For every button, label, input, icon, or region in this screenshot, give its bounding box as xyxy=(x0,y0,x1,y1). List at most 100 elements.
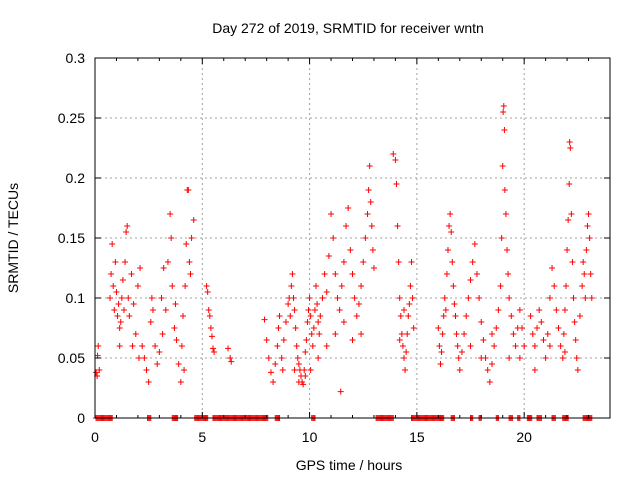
data-point xyxy=(573,355,580,361)
y-tick-label: 0.15 xyxy=(58,230,85,246)
data-point xyxy=(337,388,344,395)
data-point xyxy=(93,369,100,376)
data-point xyxy=(358,331,365,337)
data-point xyxy=(505,271,512,277)
data-point xyxy=(486,379,493,385)
data-point xyxy=(540,337,547,343)
data-point xyxy=(587,271,594,277)
data-point xyxy=(569,259,576,265)
data-point xyxy=(568,211,575,217)
data-point xyxy=(107,295,114,301)
data-point xyxy=(207,325,214,331)
data-point xyxy=(365,187,372,193)
data-point xyxy=(282,319,289,325)
data-point xyxy=(210,345,217,352)
data-point xyxy=(469,259,476,265)
data-point xyxy=(585,211,592,217)
data-point xyxy=(330,235,337,241)
data-point xyxy=(440,313,447,319)
data-point xyxy=(559,355,566,361)
data-point xyxy=(110,283,117,289)
data-point xyxy=(572,337,579,343)
data-point xyxy=(317,313,324,319)
data-point xyxy=(338,283,345,289)
data-point xyxy=(145,379,152,385)
data-point xyxy=(506,355,513,361)
data-point xyxy=(112,259,119,265)
data-point xyxy=(390,151,397,157)
data-point xyxy=(306,295,313,301)
data-point xyxy=(139,343,146,349)
data-point xyxy=(290,295,297,301)
data-point xyxy=(448,229,455,235)
data-point xyxy=(171,325,178,331)
data-point xyxy=(588,295,595,301)
data-point xyxy=(566,139,573,145)
data-point xyxy=(565,217,572,223)
data-point xyxy=(302,373,309,379)
data-point xyxy=(310,325,317,331)
data-point xyxy=(444,247,451,253)
data-point xyxy=(185,187,192,193)
data-point xyxy=(508,313,515,319)
data-point xyxy=(495,307,502,313)
data-point xyxy=(581,271,588,277)
data-point xyxy=(441,295,448,301)
data-point xyxy=(407,283,414,289)
data-point xyxy=(291,367,298,373)
data-point xyxy=(512,343,519,349)
data-point xyxy=(278,355,285,361)
data-point xyxy=(519,325,526,331)
data-point xyxy=(542,355,549,361)
data-point xyxy=(169,283,176,289)
data-point xyxy=(305,307,312,313)
data-point xyxy=(323,289,330,295)
data-point xyxy=(395,259,402,265)
data-point xyxy=(129,343,136,349)
data-point xyxy=(188,235,195,241)
data-point xyxy=(455,355,462,361)
data-point xyxy=(463,313,470,319)
data-point xyxy=(561,349,568,355)
data-point xyxy=(476,295,483,301)
data-point xyxy=(137,265,144,271)
grid-lines xyxy=(95,58,610,418)
data-point xyxy=(109,241,116,247)
x-tick-label: 10 xyxy=(302,429,318,445)
data-point xyxy=(115,301,122,307)
data-point xyxy=(117,319,124,325)
data-point xyxy=(108,271,115,277)
data-point xyxy=(311,307,318,313)
data-point xyxy=(125,295,132,301)
data-point xyxy=(435,325,442,331)
data-point xyxy=(484,367,491,373)
data-point xyxy=(182,283,189,289)
data-point xyxy=(574,367,581,373)
x-tick-label: 20 xyxy=(516,429,532,445)
data-point xyxy=(336,307,343,313)
data-point xyxy=(546,343,553,349)
data-point xyxy=(274,343,281,349)
data-point xyxy=(300,381,307,388)
data-point xyxy=(132,331,139,337)
data-point xyxy=(308,331,315,337)
data-point xyxy=(314,301,321,307)
data-point xyxy=(449,259,456,265)
data-point xyxy=(126,313,133,319)
data-point xyxy=(340,319,347,325)
data-point xyxy=(173,337,180,343)
data-point xyxy=(461,331,468,337)
data-point xyxy=(405,313,412,319)
data-point xyxy=(159,331,166,337)
data-point xyxy=(534,325,541,331)
data-point xyxy=(393,181,400,187)
data-point xyxy=(546,295,553,301)
data-point xyxy=(270,379,277,385)
data-point xyxy=(369,247,376,253)
data-point xyxy=(404,331,411,337)
data-point xyxy=(353,313,360,319)
data-point xyxy=(471,241,478,247)
data-point xyxy=(119,277,126,283)
data-point xyxy=(148,295,155,301)
